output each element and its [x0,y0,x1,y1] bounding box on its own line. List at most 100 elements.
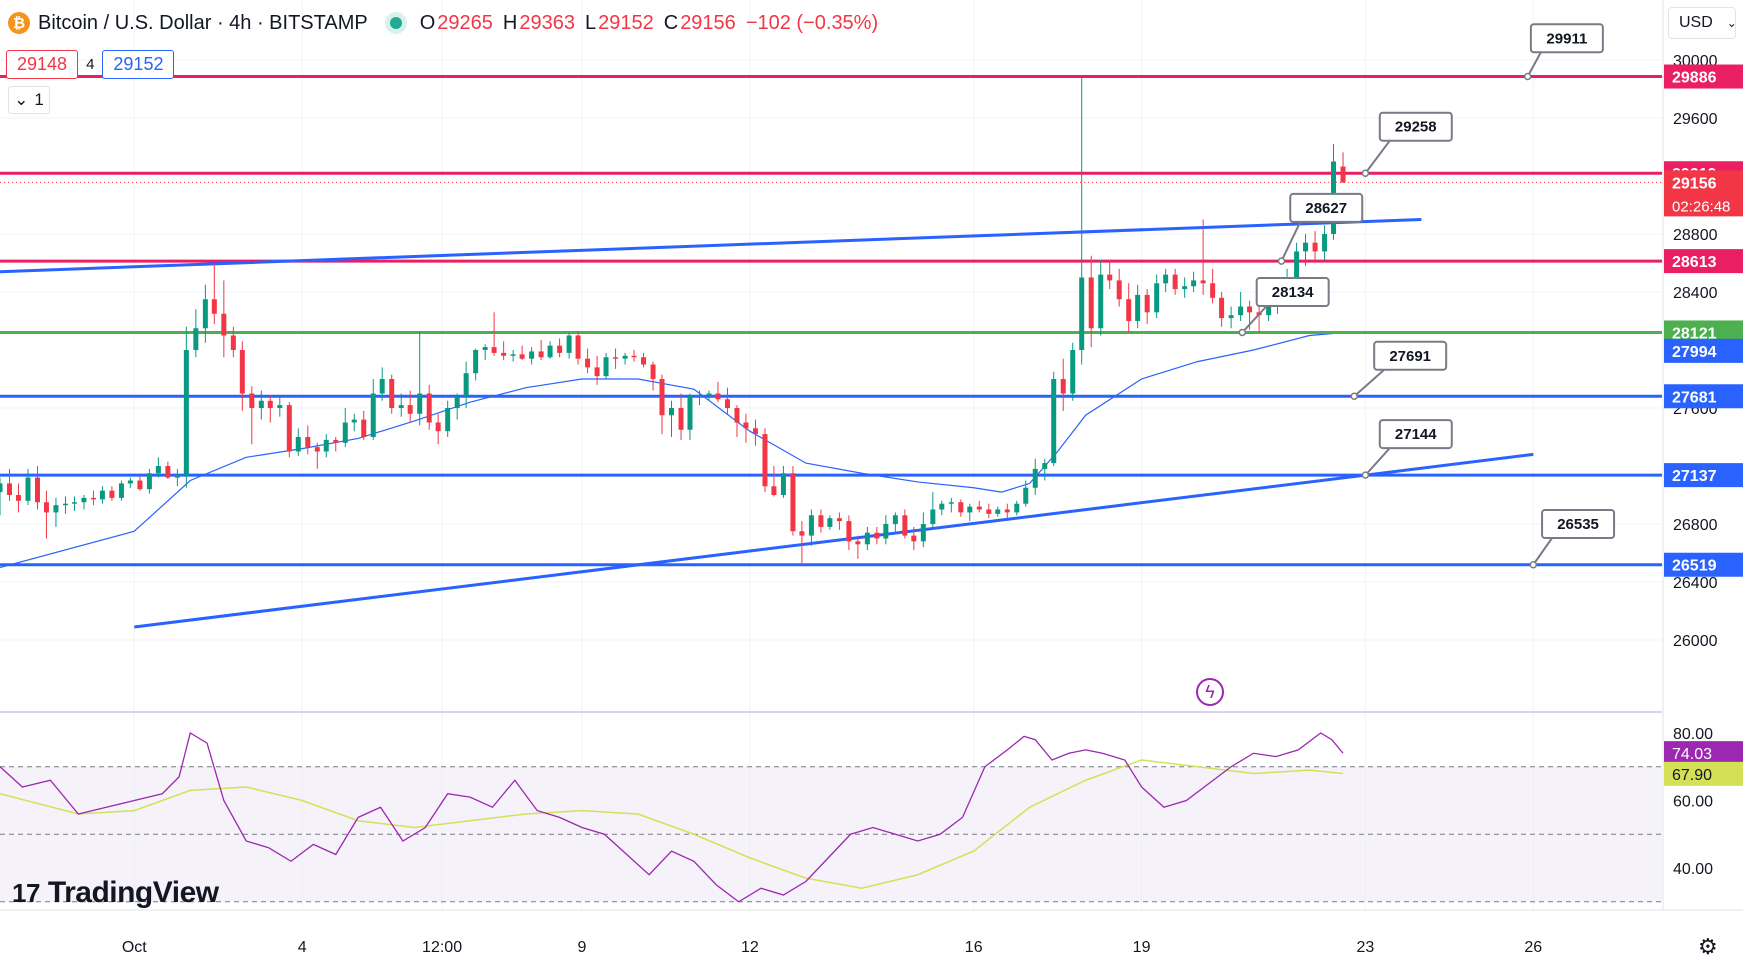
candle-body-up [920,524,926,542]
callout-label: 27144 [1395,426,1437,443]
settings-gear-icon[interactable]: ⚙ [1698,934,1718,959]
candle-body-up [0,483,3,493]
candle-body-down [594,367,600,377]
close-label: C [663,11,679,34]
rsi-badge [1664,741,1743,766]
symbol-title[interactable]: Bitcoin / U.S. Dollar · 4h · BITSTAMP [38,11,368,34]
market-status-icon [389,17,402,29]
currency-selector[interactable]: USD ⌄ [1668,7,1737,39]
callout-box [1378,419,1453,450]
candle-body-up [706,393,712,395]
price-badge-label: 29156 [1672,175,1717,192]
candle-body-up [454,396,460,408]
candle-body-down [7,483,13,495]
price-badge [1664,384,1743,409]
candle-body-down [641,357,647,365]
close-value: 29156 [680,11,736,34]
price-tick-label: 28800 [1673,227,1718,244]
bid-button[interactable]: 29148 [6,50,79,79]
candle-body-down [1004,509,1010,513]
time-tick-label: 19 [1133,939,1151,956]
candle-body-up [1294,251,1300,278]
candle-body-up [62,503,68,506]
candle-body-down [239,350,245,394]
price-tick-label: 29600 [1673,111,1718,128]
candle-body-up [892,515,898,524]
candle-body-up [155,466,161,474]
candle-body-down [902,515,908,536]
candle-body-up [687,396,693,430]
candle-body-up [780,473,786,495]
time-tick-label: 9 [578,939,587,956]
lower-trendline [134,452,1534,629]
callout-label: 28627 [1305,200,1347,217]
candle-body-down [1200,280,1206,284]
candle-body-up [258,400,264,408]
candle-body-down [613,357,619,359]
candle-body-down [1312,242,1318,252]
open-value: 29265 [437,11,493,34]
candle-body-up [323,439,329,452]
callout-box [1529,23,1604,54]
callout-pointer [1364,140,1391,174]
bitcoin-icon: ₿ [8,12,30,34]
indicators-toggle-button[interactable]: ⌄ 1 [8,86,50,114]
candle-body-down [585,358,591,368]
candle-body-up [351,419,357,423]
bid-ask-widget: 29148 4 29152 [6,50,175,79]
rsi-ma-line [0,759,1344,890]
candle-body-down [557,345,563,353]
candle-body-down [361,419,367,437]
bolt-icon[interactable]: ϟ [1196,678,1224,706]
candle-body-up [71,502,77,504]
candle-body-up [930,509,936,524]
candle-body-down [1126,299,1132,321]
candle-body-down [575,335,581,359]
high-value: 29363 [519,11,575,34]
candle-body-down [1144,294,1150,313]
price-badge-label: 27137 [1672,468,1717,485]
price-tick-label: 28400 [1673,285,1718,302]
candle-body-down [211,299,217,314]
candle-body-up [183,350,189,475]
callout-pointer [1526,51,1542,78]
candle-body-down [650,364,656,379]
candle-body-down [976,506,982,510]
rsi-badge-label: 67.90 [1672,767,1712,784]
candle-body-down [631,355,637,358]
callout-label: 27691 [1389,348,1431,365]
candle-body-down [286,405,292,452]
candle-body-down [221,313,227,336]
candle-body-up [939,503,945,510]
chevron-down-icon: ⌄ [14,90,29,109]
callout-anchor [1350,392,1358,401]
candle-body-up [1228,315,1234,319]
callout-pointer [1364,447,1391,476]
callout-pointer [1532,537,1553,566]
candle-body-down [1116,280,1122,300]
candle-body-down [109,490,115,498]
time-tick-label: Oct [122,939,147,956]
candle-body-up [1163,274,1169,284]
candle-body-up [342,422,348,443]
callout-label: 26535 [1557,516,1599,533]
candle-body-up [1023,487,1029,504]
callout-pointer [1353,369,1385,398]
price-badge [1664,338,1743,363]
price-badge-label: 28121 [1672,325,1717,342]
indicator-count: 1 [34,90,44,109]
candle-body-down [137,480,143,490]
candle-body-up [146,473,152,490]
candle-body-up [193,328,199,350]
price-tick-label: 26400 [1673,575,1718,592]
callout-box [1373,340,1448,371]
candle-body-down [1088,277,1094,329]
candle-body-up [1266,306,1272,316]
candle-body-up [696,394,702,397]
low-label: L [584,11,597,34]
candle-body-down [771,486,777,495]
candle-body-down [314,447,320,452]
ask-button[interactable]: 29152 [102,50,175,79]
candle-body-up [808,515,814,536]
